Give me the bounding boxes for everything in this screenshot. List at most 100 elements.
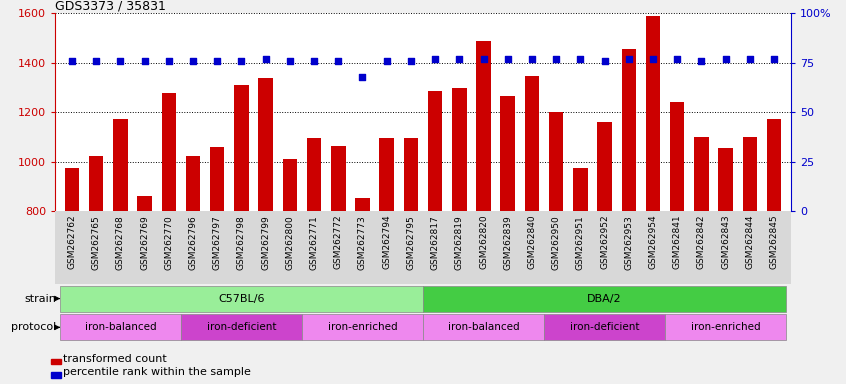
Bar	[718, 148, 733, 211]
Point	[186, 58, 200, 64]
Bar	[137, 196, 151, 211]
Point	[428, 56, 442, 62]
Point	[332, 58, 345, 64]
Text: GSM262819: GSM262819	[455, 215, 464, 270]
Point	[283, 58, 297, 64]
Text: iron-balanced: iron-balanced	[448, 322, 519, 333]
Bar	[645, 16, 660, 211]
Text: GSM262953: GSM262953	[624, 215, 634, 270]
Text: GSM262762: GSM262762	[68, 215, 76, 270]
Text: GSM262840: GSM262840	[527, 215, 536, 270]
Text: GSM262794: GSM262794	[382, 215, 391, 270]
Bar	[210, 147, 224, 211]
Point	[259, 56, 272, 62]
Bar	[423, 286, 786, 311]
Text: GSM262795: GSM262795	[406, 215, 415, 270]
Point	[162, 58, 176, 64]
Text: GSM262770: GSM262770	[164, 215, 173, 270]
Text: GSM262820: GSM262820	[479, 215, 488, 270]
Point	[453, 56, 466, 62]
Text: iron-enriched: iron-enriched	[327, 322, 398, 333]
Text: GSM262800: GSM262800	[285, 215, 294, 270]
Text: iron-balanced: iron-balanced	[85, 322, 157, 333]
Point	[743, 56, 756, 62]
Bar	[622, 49, 636, 211]
Bar	[186, 156, 201, 211]
Point	[719, 56, 733, 62]
Text: GSM262952: GSM262952	[600, 215, 609, 270]
Point	[380, 58, 393, 64]
Bar	[64, 168, 80, 211]
Point	[234, 58, 248, 64]
Bar	[60, 314, 181, 340]
Bar	[428, 91, 442, 211]
Text: GSM262796: GSM262796	[189, 215, 197, 270]
Bar	[452, 88, 467, 211]
Bar	[766, 119, 782, 211]
Text: GDS3373 / 35831: GDS3373 / 35831	[55, 0, 166, 12]
Text: C57BL/6: C57BL/6	[218, 293, 265, 304]
Point	[65, 58, 79, 64]
Text: iron-deficient: iron-deficient	[206, 322, 276, 333]
Bar	[89, 156, 103, 211]
Bar	[476, 41, 491, 211]
Bar	[302, 314, 423, 340]
Bar	[544, 314, 665, 340]
Text: GSM262768: GSM262768	[116, 215, 125, 270]
Point	[598, 58, 612, 64]
Text: protocol: protocol	[11, 322, 56, 333]
Text: DBA/2: DBA/2	[587, 293, 622, 304]
Bar	[423, 314, 544, 340]
Bar	[331, 146, 345, 211]
Text: GSM262842: GSM262842	[697, 215, 706, 269]
Text: GSM262798: GSM262798	[237, 215, 246, 270]
Text: GSM262950: GSM262950	[552, 215, 561, 270]
Bar	[549, 113, 563, 211]
Bar	[379, 138, 394, 211]
Text: strain: strain	[25, 293, 56, 304]
Text: GSM262951: GSM262951	[576, 215, 585, 270]
Bar	[404, 138, 418, 211]
Point	[355, 74, 369, 80]
Point	[549, 56, 563, 62]
Bar	[597, 122, 612, 211]
Bar	[355, 198, 370, 211]
Text: GSM262845: GSM262845	[770, 215, 778, 270]
Point	[138, 58, 151, 64]
Point	[211, 58, 224, 64]
Point	[113, 58, 127, 64]
Bar	[743, 137, 757, 211]
Point	[525, 56, 539, 62]
Text: GSM262769: GSM262769	[140, 215, 149, 270]
Text: GSM262765: GSM262765	[91, 215, 101, 270]
Bar	[234, 85, 249, 211]
Point	[501, 56, 514, 62]
Bar	[695, 137, 709, 211]
Text: transformed count: transformed count	[63, 354, 168, 364]
Text: GSM262817: GSM262817	[431, 215, 440, 270]
Point	[622, 56, 635, 62]
Text: GSM262799: GSM262799	[261, 215, 270, 270]
Point	[477, 56, 491, 62]
Text: GSM262843: GSM262843	[721, 215, 730, 270]
Text: GSM262771: GSM262771	[310, 215, 319, 270]
Bar	[113, 119, 128, 211]
Text: iron-enriched: iron-enriched	[691, 322, 761, 333]
Bar	[181, 314, 302, 340]
Text: GSM262954: GSM262954	[649, 215, 657, 270]
Bar	[162, 93, 176, 211]
Text: GSM262772: GSM262772	[334, 215, 343, 270]
Bar	[307, 138, 321, 211]
Point	[767, 56, 781, 62]
Bar	[573, 168, 588, 211]
Bar	[525, 76, 539, 211]
Bar	[283, 159, 297, 211]
Bar	[670, 103, 684, 211]
Point	[670, 56, 684, 62]
Point	[646, 56, 660, 62]
Text: GSM262844: GSM262844	[745, 215, 755, 269]
Bar	[60, 286, 423, 311]
Text: percentile rank within the sample: percentile rank within the sample	[63, 367, 251, 377]
Point	[695, 58, 708, 64]
Text: GSM262797: GSM262797	[212, 215, 222, 270]
